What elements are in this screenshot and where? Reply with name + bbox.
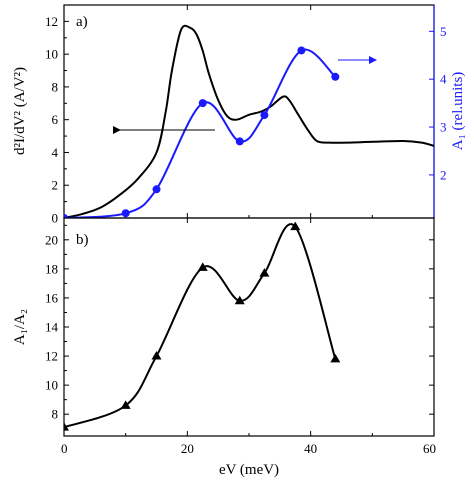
x-axis-title: eV (meV) xyxy=(219,462,279,478)
panel-b-data-point xyxy=(120,400,131,409)
panel-b-data-point xyxy=(259,268,270,277)
panel-a-left-tick-label: 0 xyxy=(52,211,59,226)
panel-a: 0 2 4 6 8 10 12 2 3 4 5 a) d²I/dV² (A/V²) A₁ (rel… xyxy=(12,4,466,226)
panel-b-y-tick-label: 16 xyxy=(45,290,59,305)
panel-a-left-tick-label: 4 xyxy=(52,145,59,160)
panel-a-data-point xyxy=(331,72,340,81)
panel-a-data-point xyxy=(121,209,130,218)
panel-a-data-point xyxy=(235,137,244,146)
panel-a-label: a) xyxy=(76,14,88,30)
x-tick-label: 60 xyxy=(423,441,436,456)
panel-a-series-0-line xyxy=(64,24,434,218)
panel-b-data-point xyxy=(330,353,341,363)
panel-a-right-tick-label: 2 xyxy=(440,167,447,182)
x-axis: 0 20 40 60 xyxy=(61,218,436,456)
panel-a-left-tick-label: 2 xyxy=(52,178,59,193)
panel-a-left-tick-label: 6 xyxy=(52,112,59,127)
panel-a-plot-area xyxy=(64,24,434,218)
panel-b-y-axis-title: A₁/A₂ xyxy=(12,309,28,345)
panel-b-data-point xyxy=(64,422,69,431)
panel-b-data-point xyxy=(151,350,162,360)
x-tick-label: 40 xyxy=(304,441,317,456)
panel-a-right-tick-label: 3 xyxy=(440,120,447,135)
panel-b-data-point xyxy=(197,262,208,271)
panel-a-right-tick-label: 4 xyxy=(440,72,447,87)
panel-a-left-tick-label: 12 xyxy=(45,14,58,29)
panel-a-left-tick-label: 8 xyxy=(52,79,59,94)
panel-a-data-point xyxy=(260,111,269,120)
panel-a-right-axis-title: A₁ (rel.units) xyxy=(450,72,466,151)
panel-a-left-tick-label: 10 xyxy=(45,47,58,62)
panel-a-left-axis: 0 2 4 6 8 10 12 xyxy=(45,5,435,226)
panel-b-data-point xyxy=(234,295,245,305)
panel-b-series-line xyxy=(64,223,337,429)
panel-b-y-tick-label: 14 xyxy=(45,320,59,335)
x-tick-label: 20 xyxy=(181,441,194,456)
panel-a-series-1-line xyxy=(64,48,337,218)
panel-b: 8 10 12 14 16 18 20 0 20 40 60 b) A₁/A₂ eV (meV) xyxy=(12,217,436,478)
panel-b-plot-area xyxy=(64,221,341,431)
panel-a-right-axis: 2 3 4 5 xyxy=(429,5,447,218)
panel-b-label: b) xyxy=(76,232,89,248)
panel-b-left-axis: 8 10 12 14 16 18 20 xyxy=(45,224,434,430)
panel-a-data-point xyxy=(198,99,207,108)
panel-a-frame xyxy=(63,4,435,219)
panel-b-y-tick-label: 8 xyxy=(52,407,59,422)
panel-b-frame xyxy=(63,217,435,437)
panel-a-left-axis-title: d²I/dV² (A/V²) xyxy=(12,67,28,155)
panel-b-y-tick-label: 12 xyxy=(45,349,58,364)
panel-b-y-tick-label: 10 xyxy=(45,378,58,393)
panel-b-y-tick-label: 18 xyxy=(45,261,58,276)
panel-b-data-point xyxy=(290,221,301,231)
panel-a-data-point xyxy=(64,214,68,218)
panel-a-right-tick-label: 5 xyxy=(440,24,447,39)
panel-a-data-point xyxy=(297,46,306,55)
x-tick-label: 0 xyxy=(61,441,68,456)
panel-b-y-tick-label: 20 xyxy=(45,232,58,247)
panel-a-data-point xyxy=(152,185,161,194)
